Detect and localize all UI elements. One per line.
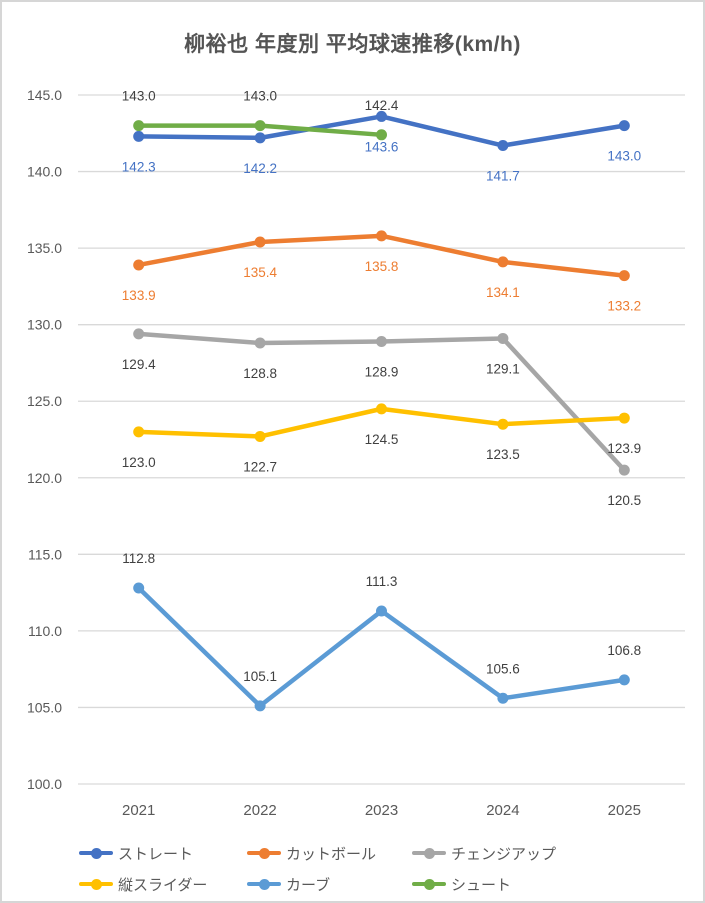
data-label-vertical-slider-2025: 123.9: [607, 441, 641, 456]
data-point-straight-2024: [497, 140, 509, 152]
data-point-changeup-2023: [376, 336, 387, 348]
data-point-cutball-2022: [254, 236, 266, 248]
data-label-straight-2025: 143.0: [607, 149, 641, 164]
legend-label-straight: ストレート: [118, 845, 194, 863]
legend-item-cutball: カットボール: [247, 842, 412, 864]
legend-line-marker-icon: [412, 847, 446, 859]
x-axis-tick-label-2022: 2022: [243, 802, 276, 819]
y-axis-tick-label: 115.0: [28, 546, 62, 562]
data-point-shoot-2022: [254, 120, 266, 132]
legend-item-curve: カーブ: [247, 873, 412, 895]
data-point-changeup-2025: [618, 464, 630, 476]
legend-label-cutball: カットボール: [286, 845, 377, 863]
y-axis-tick-label: 145.0: [27, 87, 62, 103]
data-point-cutball-2024: [497, 256, 509, 268]
legend-item-vertical-slider: 縦スライダー: [79, 873, 247, 895]
data-point-shoot-2023: [376, 129, 387, 141]
data-point-vertical-slider-2025: [618, 412, 630, 424]
data-label-changeup-2022: 128.8: [243, 366, 277, 381]
legend-line-marker-icon: [247, 878, 281, 890]
legend-item-shoot: シュート: [412, 873, 556, 895]
y-axis-tick-label: 105.0: [27, 699, 62, 715]
legend-item-straight: ストレート: [79, 842, 247, 864]
data-label-curve-2025: 106.8: [607, 643, 641, 658]
data-label-cutball-2023: 135.8: [365, 259, 399, 274]
data-label-curve-2023: 111.3: [366, 574, 398, 589]
data-label-vertical-slider-2021: 123.0: [122, 455, 156, 470]
data-point-straight-2021: [133, 130, 145, 142]
data-label-changeup-2023: 128.9: [365, 365, 399, 380]
y-axis-tick-label: 110.0: [28, 623, 62, 639]
legend-line-marker-icon: [247, 847, 281, 859]
legend: ストレート カットボール チェンジアップ縦スライダー カーブ シュート: [79, 842, 556, 895]
data-point-curve-2023: [376, 605, 387, 617]
data-point-curve-2021: [133, 582, 145, 594]
y-axis-tick-label: 130.0: [27, 317, 62, 333]
series-line-changeup: [136, 331, 627, 473]
x-axis-tick-label-2023: 2023: [365, 802, 398, 819]
data-label-shoot-2022: 143.0: [243, 89, 277, 104]
data-point-shoot-2021: [133, 120, 145, 132]
data-label-shoot-2023: 142.4: [365, 98, 399, 113]
data-label-vertical-slider-2023: 124.5: [365, 432, 399, 447]
data-label-cutball-2021: 133.9: [122, 288, 156, 303]
data-point-curve-2024: [497, 692, 509, 704]
data-point-changeup-2022: [254, 337, 266, 349]
x-axis-tick-label-2021: 2021: [122, 802, 155, 819]
data-point-cutball-2025: [618, 270, 630, 282]
data-label-curve-2024: 105.6: [486, 661, 520, 676]
legend-line-marker-icon: [412, 878, 446, 890]
data-point-straight-2023: [376, 110, 387, 122]
legend-line-marker-icon: [79, 847, 113, 859]
data-label-straight-2021: 142.3: [122, 159, 156, 174]
legend-label-shoot: シュート: [451, 876, 512, 894]
data-label-cutball-2022: 135.4: [243, 265, 277, 280]
x-axis-tick-label-2024: 2024: [486, 802, 519, 819]
data-point-curve-2022: [254, 700, 266, 712]
data-point-straight-2022: [254, 132, 266, 144]
data-label-curve-2022: 105.1: [243, 669, 277, 684]
data-label-straight-2024: 141.7: [486, 169, 520, 184]
y-axis-tick-label: 140.0: [27, 164, 62, 180]
data-point-cutball-2023: [376, 230, 387, 242]
data-label-vertical-slider-2024: 123.5: [486, 447, 520, 462]
data-label-changeup-2021: 129.4: [122, 357, 156, 372]
data-point-vertical-slider-2022: [254, 430, 266, 442]
data-point-cutball-2021: [133, 259, 145, 271]
data-point-changeup-2024: [497, 332, 509, 344]
data-point-curve-2025: [618, 674, 630, 686]
y-axis-tick-label: 135.0: [27, 240, 62, 256]
data-point-straight-2025: [618, 120, 630, 132]
data-point-vertical-slider-2023: [376, 403, 387, 415]
y-axis-tick-label: 120.0: [27, 470, 62, 486]
data-label-cutball-2025: 133.2: [607, 299, 641, 314]
y-axis-tick-label: 125.0: [27, 393, 62, 409]
data-point-changeup-2021: [133, 328, 145, 340]
data-label-curve-2021: 112.8: [122, 551, 155, 566]
data-label-shoot-2021: 143.0: [122, 89, 156, 104]
data-point-vertical-slider-2021: [133, 426, 145, 438]
legend-label-vertical-slider: 縦スライダー: [118, 876, 208, 894]
data-label-changeup-2025: 120.5: [607, 493, 641, 508]
x-axis-tick-label-2025: 2025: [608, 802, 641, 819]
data-label-cutball-2024: 134.1: [486, 285, 520, 300]
y-axis-tick-label: 100.0: [27, 776, 62, 792]
legend-label-changeup: チェンジアップ: [451, 845, 557, 863]
data-label-straight-2023: 143.6: [365, 139, 399, 154]
legend-line-marker-icon: [79, 878, 113, 890]
data-label-vertical-slider-2022: 122.7: [243, 459, 277, 474]
chart-title: 柳裕也 年度別 平均球速推移(km/h): [184, 33, 521, 56]
legend-label-curve: カーブ: [286, 876, 331, 894]
data-point-vertical-slider-2024: [497, 418, 509, 430]
data-label-straight-2022: 142.2: [243, 161, 277, 176]
legend-item-changeup: チェンジアップ: [412, 842, 556, 864]
data-label-changeup-2024: 129.1: [486, 361, 520, 376]
